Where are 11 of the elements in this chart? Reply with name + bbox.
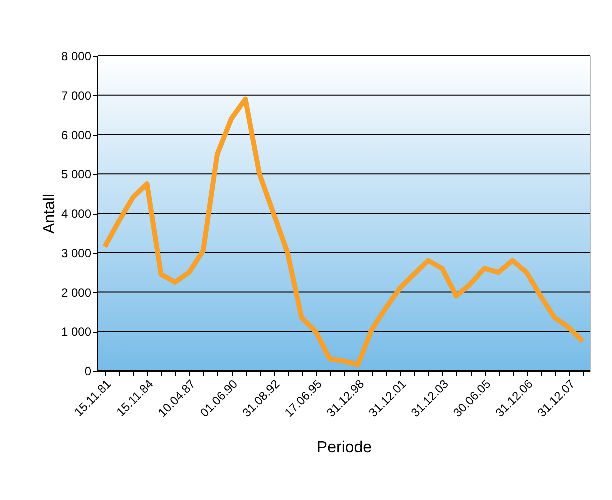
y-tick-label: 3 000: [61, 246, 92, 260]
y-tick-label: 4 000: [61, 207, 92, 221]
y-tick-label: 5 000: [61, 168, 92, 182]
x-axis-title: Periode: [316, 439, 372, 456]
y-tick-label: 0: [84, 364, 92, 378]
y-axis-title: Antall: [41, 194, 58, 234]
y-tick-label: 6 000: [61, 128, 92, 142]
y-tick-label: 2 000: [61, 286, 92, 300]
y-tick-label: 7 000: [61, 88, 92, 103]
y-tick-label: 8 000: [61, 50, 92, 64]
y-tick-label: 1 000: [61, 325, 92, 340]
